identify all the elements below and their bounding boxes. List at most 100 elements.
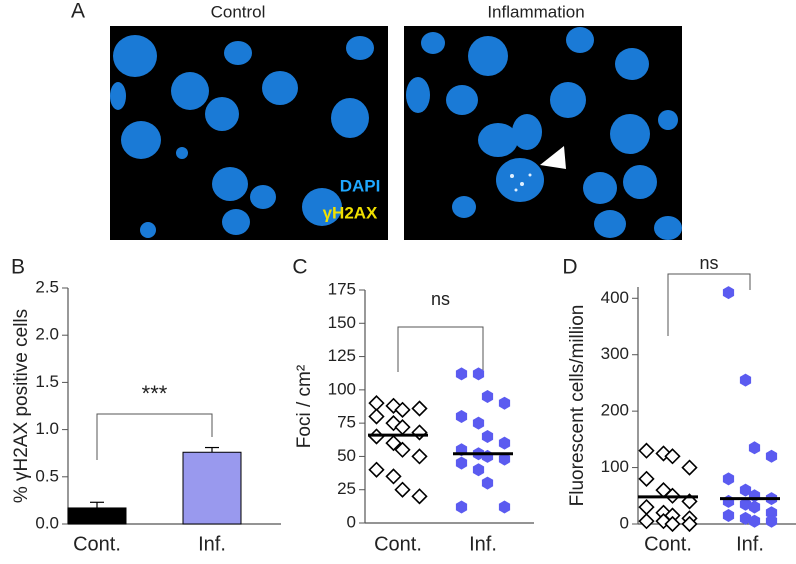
data-point — [681, 515, 698, 533]
error-bar — [90, 501, 104, 508]
data-point — [748, 441, 761, 455]
data-point — [411, 424, 428, 441]
panel-label: A — [71, 0, 85, 23]
significance-bracket — [96, 413, 213, 460]
data-point — [481, 390, 494, 403]
data-point — [411, 400, 428, 417]
bar — [67, 507, 127, 525]
data-point — [385, 434, 402, 452]
stain-label: DAPI — [340, 176, 381, 195]
data-point — [638, 470, 655, 487]
data-point — [385, 468, 402, 485]
y-axis-label: % γH2AX positive cells — [11, 309, 32, 503]
data-point — [739, 373, 752, 387]
y-tick-label: 2.0 — [35, 325, 59, 344]
data-point — [765, 514, 778, 528]
y-tick-label: 125 — [328, 346, 356, 365]
significance-bracket — [667, 273, 751, 336]
data-point — [664, 515, 681, 533]
data-point — [638, 513, 655, 530]
y-axis-label: Fluorescent cells/million — [567, 305, 588, 507]
x-tick-label: Cont. — [374, 533, 422, 555]
y-tick-label: 400 — [601, 288, 629, 307]
data-point — [394, 481, 411, 498]
y-tick-label: 0.5 — [35, 466, 59, 485]
significance-label: ns — [699, 253, 718, 273]
image-title: Inflammation — [487, 2, 584, 21]
data-point — [455, 367, 468, 381]
y-tick-label: 75 — [337, 413, 356, 432]
y-tick-label: 100 — [601, 457, 629, 476]
data-point — [394, 441, 411, 458]
data-point — [722, 509, 735, 522]
y-tick-label: 100 — [328, 379, 356, 398]
data-point — [411, 488, 428, 505]
data-point — [722, 494, 735, 508]
nuclei — [110, 27, 682, 240]
y-tick-label: 300 — [601, 344, 629, 363]
significance-bracket — [397, 326, 484, 372]
panel: D Fluorescent cells/million 0 100 200 300 400 C… — [562, 253, 796, 555]
foci — [510, 173, 532, 192]
data-point — [498, 436, 511, 450]
panel-a: A Control Inflammation DAPI γH2AX — [71, 0, 682, 240]
data-point — [765, 506, 778, 520]
data-point — [664, 448, 681, 465]
panel-label: B — [11, 256, 25, 279]
data-point — [368, 395, 385, 412]
y-tick-label: 200 — [601, 401, 629, 420]
y-axis-label: Foci / cm² — [294, 365, 315, 448]
y-tick-label: 150 — [328, 313, 356, 332]
data-point — [481, 430, 494, 443]
data-point — [455, 410, 468, 423]
panel: C Foci / cm² 0 25 50 75 100 125 150 175 Cont. Inf. n… — [292, 256, 534, 555]
y-tick-label: 1.0 — [35, 419, 59, 438]
panel-label: D — [562, 256, 577, 279]
data-point — [739, 497, 752, 511]
y-tick-label: 175 — [328, 279, 356, 298]
data-point — [748, 514, 761, 528]
data-point — [394, 401, 411, 418]
bar — [182, 451, 242, 525]
error-bar — [205, 446, 219, 453]
data-point — [498, 452, 511, 466]
data-point — [498, 396, 511, 410]
y-tick-label: 25 — [337, 479, 356, 498]
data-point — [472, 463, 485, 477]
data-point — [722, 472, 735, 486]
data-point — [481, 476, 494, 490]
stain-label: γH2AX — [323, 203, 378, 222]
x-tick-label: Inf. — [469, 533, 497, 555]
significance-label: ns — [431, 289, 450, 309]
arrowhead — [540, 146, 566, 169]
data-point — [455, 456, 468, 470]
data-point — [472, 416, 485, 430]
significance-label: *** — [142, 381, 168, 406]
x-tick-label: Inf. — [736, 533, 764, 555]
y-tick-label: 2.5 — [35, 277, 59, 296]
x-tick-label: Cont. — [644, 533, 692, 555]
data-point — [368, 461, 385, 478]
data-point — [455, 500, 468, 514]
y-tick-label: 0 — [347, 512, 356, 531]
data-point — [722, 286, 735, 300]
data-point — [638, 442, 655, 459]
data-point — [498, 500, 511, 514]
data-point — [411, 448, 428, 465]
image-title: Control — [211, 2, 266, 21]
x-tick-label: Cont. — [73, 533, 121, 555]
data-point — [739, 483, 752, 497]
data-point — [681, 459, 698, 476]
y-tick-label: 0.0 — [35, 513, 59, 532]
data-point — [739, 511, 752, 525]
data-point — [472, 367, 485, 381]
data-point — [748, 500, 761, 514]
data-point — [368, 408, 385, 425]
y-tick-label: 50 — [337, 446, 356, 465]
y-tick-label: 1.5 — [35, 372, 59, 391]
y-tick-label: 0 — [620, 513, 629, 532]
panel-label: C — [292, 256, 307, 279]
data-point — [765, 449, 778, 463]
x-tick-label: Inf. — [198, 533, 226, 555]
